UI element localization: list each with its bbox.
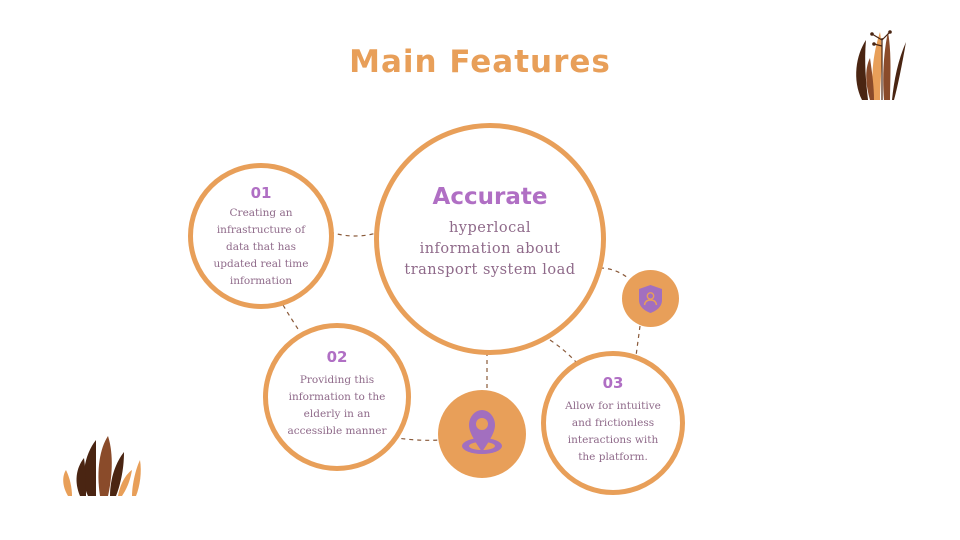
feature-circle-03: 03 Allow for intuitive and frictionless …: [541, 351, 685, 495]
location-icon-circle: [438, 390, 526, 478]
feature-circle-01: 01 Creating an infrastructure of data th…: [188, 163, 334, 309]
plant-decoration-bottom: [63, 436, 141, 496]
feature-number: 01: [250, 184, 272, 202]
center-feature-circle: Accurate hyperlocal information about tr…: [374, 123, 606, 355]
connector-center-shield: [599, 267, 629, 279]
page-title: Main Features: [349, 44, 611, 80]
center-heading: Accurate: [432, 184, 548, 210]
feature-description: Allow for intuitive and frictionless int…: [565, 400, 661, 463]
feature-number: 02: [326, 348, 348, 366]
connector-shield-03: [635, 325, 641, 357]
feature-number: 03: [602, 374, 624, 392]
center-description: hyperlocal information about transport s…: [404, 220, 576, 278]
connector-01-center: [329, 231, 381, 237]
connector-center-03: [549, 339, 577, 363]
location-pin-icon: [462, 410, 502, 454]
feature-circle-02: 02 Providing this information to the eld…: [263, 323, 411, 471]
connector-02-location: [369, 431, 441, 441]
connector-01-02: [282, 304, 301, 333]
plant-decoration-top: [856, 30, 906, 100]
feature-description: Creating an infrastructure of data that …: [213, 207, 309, 287]
shield-icon-circle: [622, 270, 679, 327]
feature-description: Providing this information to the elderl…: [287, 374, 387, 437]
shield-user-icon: [639, 285, 662, 313]
